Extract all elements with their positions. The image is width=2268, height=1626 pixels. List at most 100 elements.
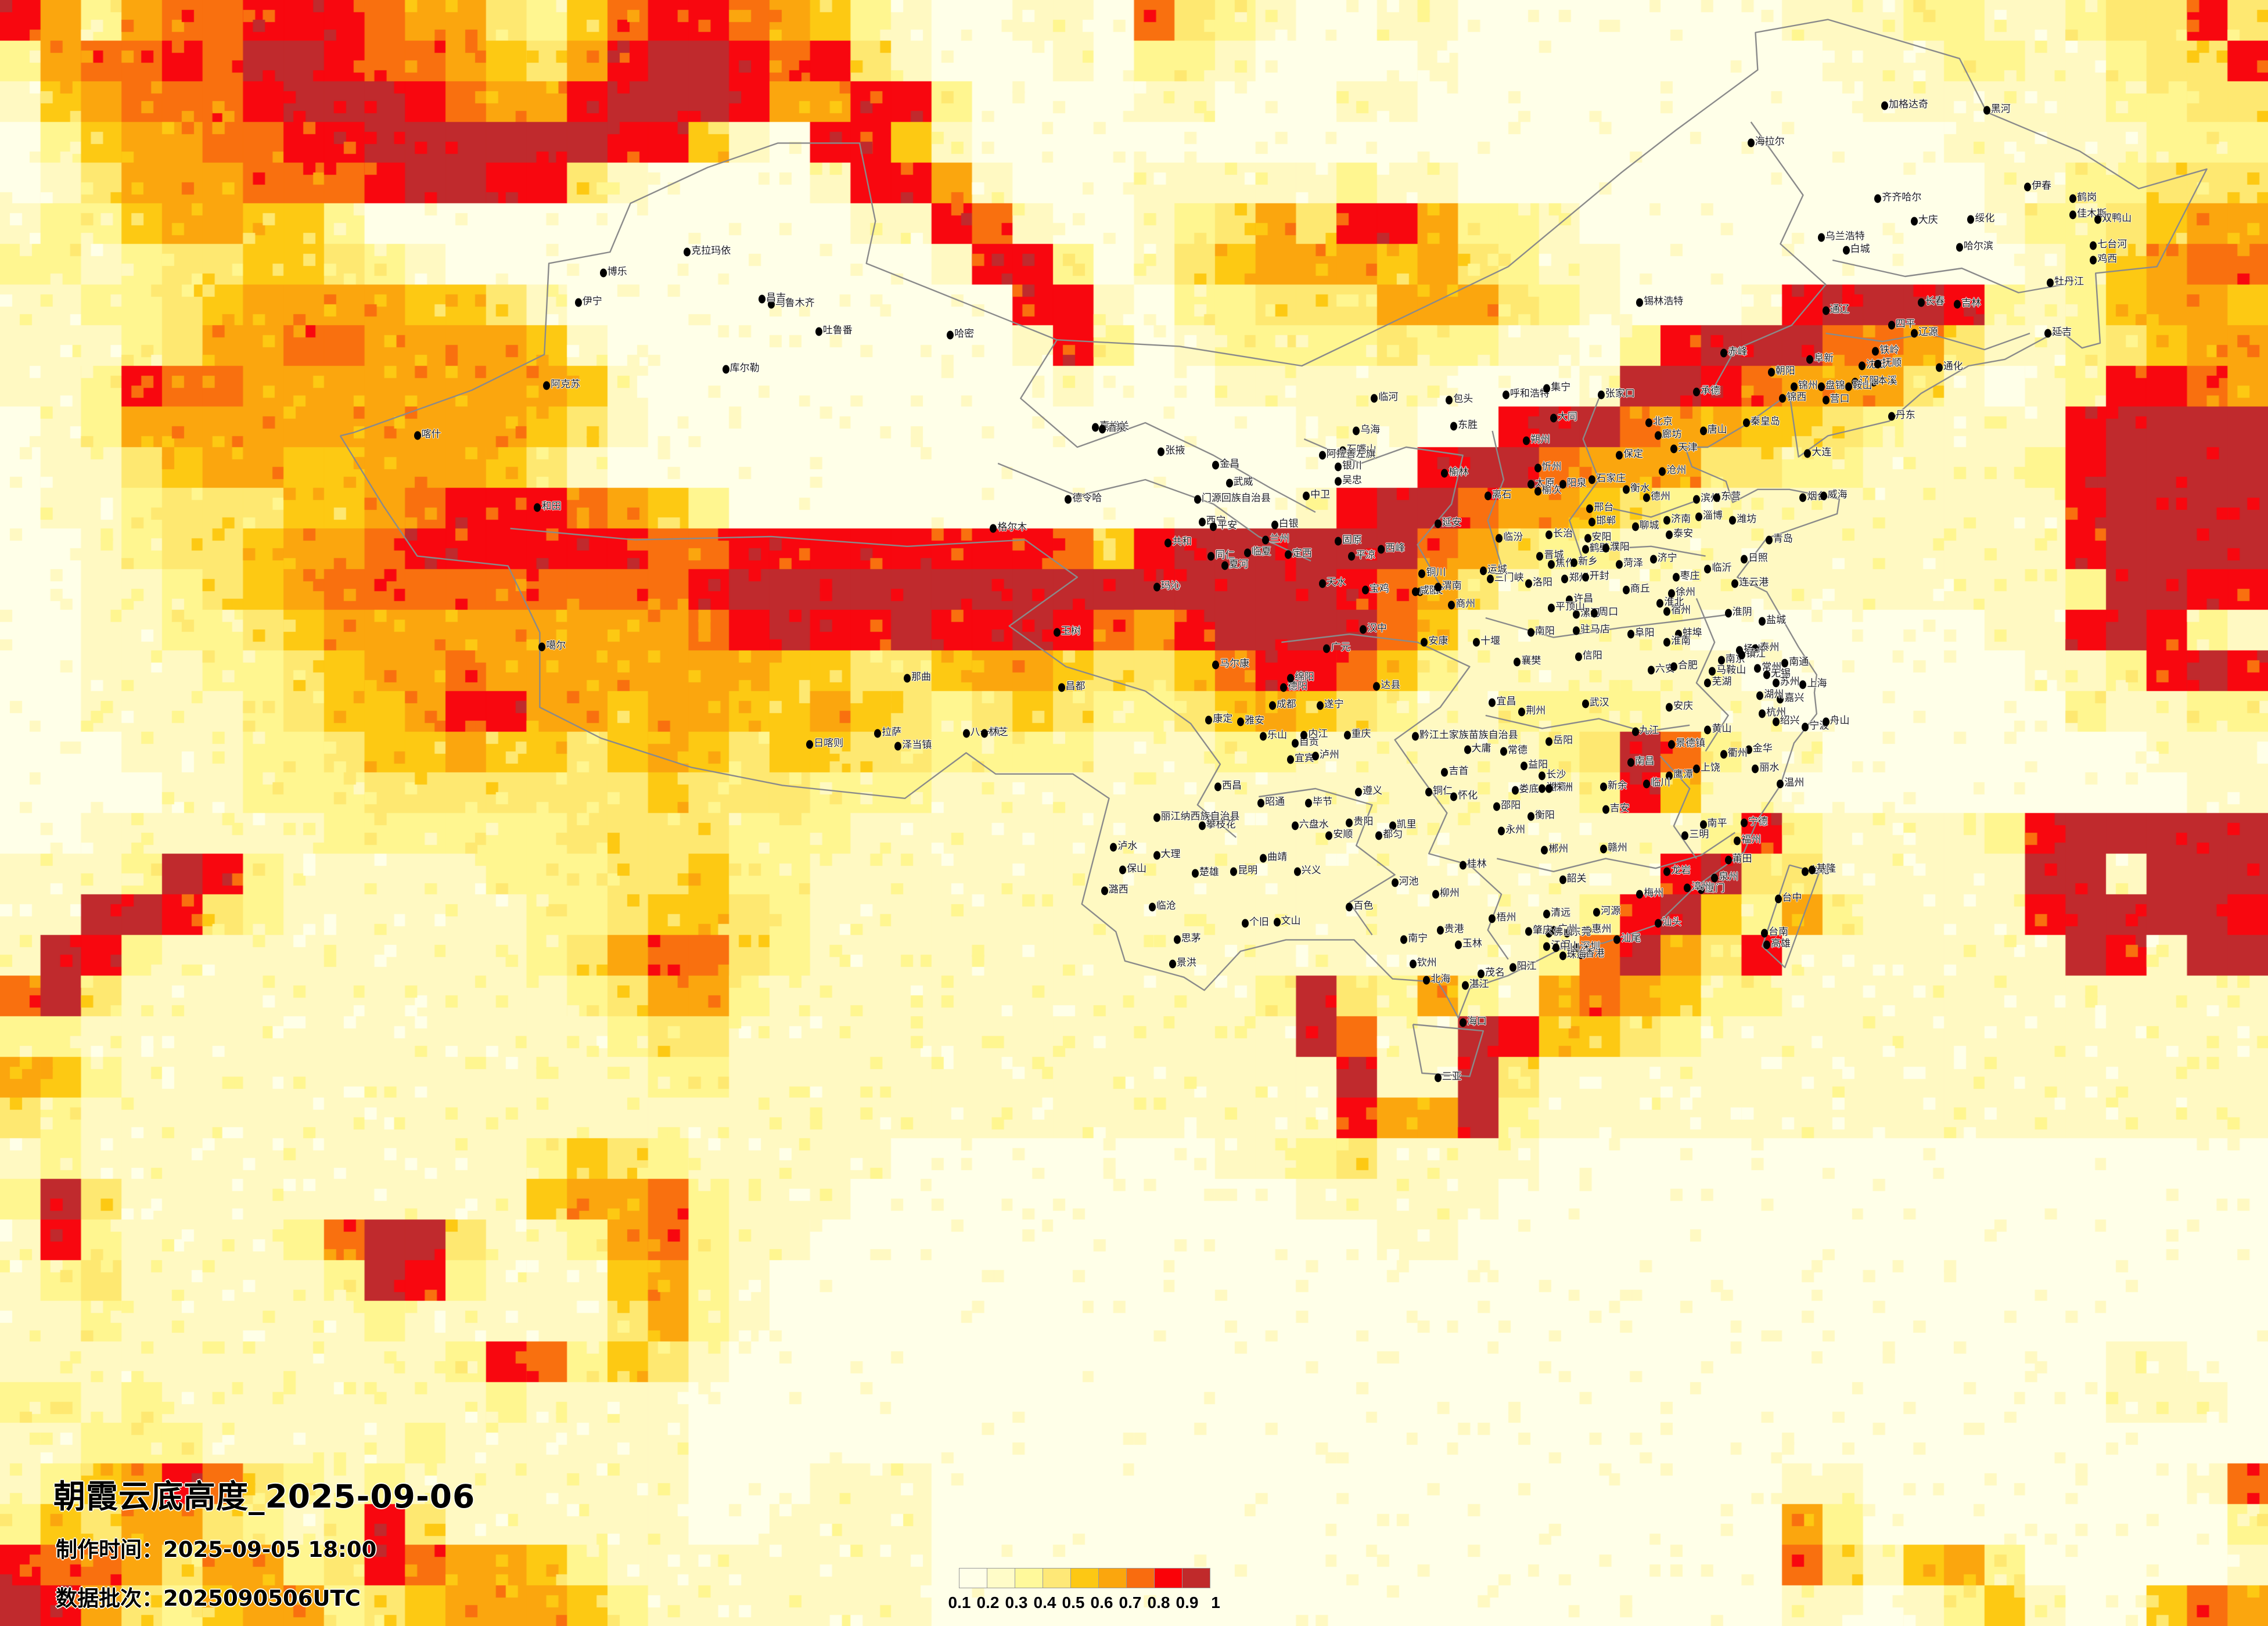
city-label: 固原 — [1342, 534, 1362, 546]
city-dot — [1459, 1018, 1467, 1027]
city-label: 黄山 — [1712, 723, 1732, 735]
city-label: 宜昌 — [1496, 695, 1516, 707]
city-label: 汉中 — [1367, 622, 1387, 634]
city-dot — [1649, 555, 1657, 564]
city-label: 襄樊 — [1521, 654, 1541, 667]
inner-border-20 — [1592, 545, 1706, 557]
city-dot — [1774, 894, 1782, 904]
city-dot — [1761, 929, 1769, 938]
city-label: 林芝 — [988, 726, 1008, 738]
inner-border-2 — [1825, 332, 2030, 351]
city-label: 伊春 — [2032, 180, 2052, 192]
city-label: 宁德 — [1748, 815, 1768, 828]
city-label: 武汉 — [1589, 697, 1609, 709]
city-label: 台中 — [1782, 892, 1802, 904]
city-dot — [1566, 595, 1573, 605]
inner-border-15 — [1485, 714, 1690, 733]
city-dot — [1409, 959, 1417, 969]
city-label: 九江 — [1639, 725, 1659, 737]
city-label: 晋城 — [1544, 549, 1564, 561]
city-label: 日照 — [1748, 552, 1768, 564]
china-outline — [339, 19, 2208, 1019]
city-label: 哈尔滨 — [1963, 240, 1993, 252]
city-dot — [1434, 1073, 1442, 1082]
city-label: 沧州 — [1666, 465, 1687, 477]
city-dot — [1153, 582, 1160, 592]
city-dot — [1559, 875, 1566, 884]
city-dot — [1316, 701, 1324, 710]
city-dot — [1389, 821, 1396, 830]
city-dot — [1243, 548, 1251, 557]
legend-tick-label: 0.8 — [1147, 1593, 1170, 1611]
city-dot — [1098, 425, 1106, 434]
city-label: 娄底 — [1519, 783, 1539, 795]
city-dot — [1627, 758, 1634, 767]
city-dot — [1874, 359, 1882, 369]
city-label: 舟山 — [1830, 715, 1850, 727]
city-dot — [1092, 423, 1099, 432]
city-label: 六安 — [1655, 663, 1675, 675]
city-label: 呼和浩特 — [1509, 388, 1550, 400]
city-label: 桂林 — [1467, 858, 1487, 870]
city-dot — [1654, 919, 1662, 928]
city-dot — [1631, 522, 1639, 531]
city-label: 白城 — [1850, 243, 1870, 256]
city-label: 伊宁 — [582, 295, 602, 307]
city-dot — [1498, 826, 1505, 836]
city-label: 大连 — [1811, 447, 1832, 459]
city-label: 双鸭山 — [2102, 213, 2132, 225]
city-dot — [1663, 607, 1671, 616]
city-label: 石家庄 — [1596, 473, 1626, 485]
city-label: 内江 — [1308, 728, 1328, 740]
city-label: 福州 — [1741, 833, 1762, 846]
city-label: 绥化 — [1975, 213, 1995, 225]
city-label: 唐山 — [1707, 424, 1727, 436]
city-dot — [1339, 446, 1346, 455]
city-dot — [1058, 683, 1065, 692]
city-dot — [1699, 820, 1707, 829]
city-dot — [599, 268, 607, 278]
city-label: 衡阳 — [1534, 809, 1555, 821]
city-label: 商丘 — [1630, 583, 1650, 595]
city-label: 承德 — [1700, 384, 1720, 397]
city-label: 定西 — [1292, 547, 1313, 559]
city-label: 大同 — [1557, 411, 1577, 423]
city-dot — [1572, 626, 1580, 635]
city-label: 兰州 — [1269, 533, 1289, 545]
city-label: 德令哈 — [1072, 492, 1102, 504]
city-label: 乌兰浩特 — [1825, 230, 1865, 242]
city-label: 阿拉善左旗 — [1326, 448, 1376, 461]
city-label: 遂宁 — [1324, 699, 1344, 711]
city-dot — [1450, 422, 1458, 431]
city-label: 泸州 — [1319, 749, 1339, 761]
city-dot — [1591, 609, 1598, 618]
city-dot — [1643, 493, 1651, 502]
city-dot — [894, 742, 902, 751]
city-label: 怀化 — [1458, 790, 1478, 802]
city-dot — [1334, 462, 1342, 472]
city-label: 基隆 — [1816, 863, 1836, 875]
city-dot — [1065, 495, 1072, 504]
city-label: 廊坊 — [1662, 429, 1682, 441]
city-dot — [538, 642, 546, 652]
city-dot — [1318, 451, 1326, 460]
city-dot — [543, 381, 551, 390]
city-label: 衡水 — [1630, 482, 1650, 494]
city-dot — [1692, 764, 1700, 774]
city-dot — [1169, 959, 1176, 969]
city-dot — [1260, 732, 1267, 741]
city-dot — [1436, 926, 1444, 935]
city-label: 南宁 — [1408, 933, 1428, 945]
city-dot — [1656, 599, 1664, 608]
city-dot — [1759, 709, 1766, 718]
city-label: 淮南 — [1671, 635, 1691, 647]
city-dot — [1521, 761, 1528, 771]
city-dot — [1541, 846, 1548, 855]
city-label: 共和 — [1172, 536, 1192, 548]
city-dot — [1293, 867, 1301, 876]
city-dot — [1353, 426, 1360, 436]
city-dot — [1548, 603, 1555, 613]
city-dot — [1872, 347, 1879, 356]
city-dot — [1765, 535, 1773, 545]
legend-swatch — [987, 1568, 1015, 1588]
